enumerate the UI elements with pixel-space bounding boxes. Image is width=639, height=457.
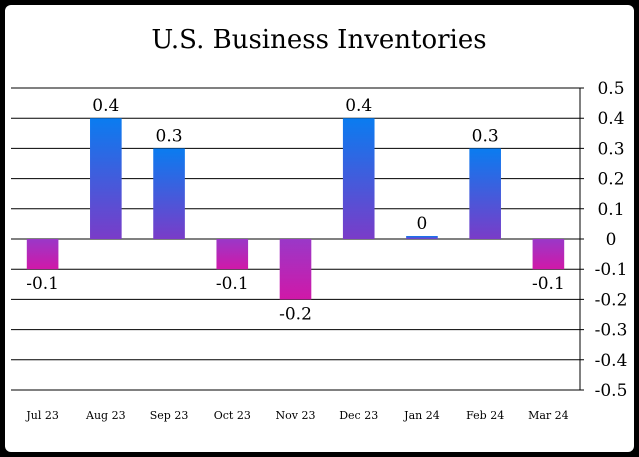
- x-tick-label: Mar 24: [528, 409, 569, 422]
- y-tick-label: 0.3: [597, 139, 624, 159]
- bar: [279, 239, 312, 300]
- x-tick-label: Oct 23: [214, 409, 251, 422]
- bar: [469, 148, 501, 239]
- data-label: -0.1: [26, 274, 59, 294]
- y-tick-label: -0.2: [595, 290, 628, 310]
- data-label: -0.1: [532, 274, 565, 294]
- data-label: -0.2: [279, 304, 312, 324]
- bar: [90, 118, 122, 239]
- y-tick-label: 0.4: [597, 109, 624, 129]
- chart-panel: U.S. Business Inventories -0.1 0.4 0.3 -0.1…: [5, 5, 634, 452]
- x-tick-label: Feb 24: [466, 409, 504, 422]
- data-label: 0.3: [472, 126, 499, 146]
- x-tick-label: Sep 23: [150, 409, 189, 422]
- bar: [153, 148, 185, 239]
- bar: [26, 239, 59, 270]
- x-tick-label: Jul 23: [25, 409, 59, 422]
- x-tick-label: Nov 23: [276, 409, 316, 422]
- x-tick-label: Aug 23: [85, 409, 126, 422]
- bar: [532, 239, 565, 270]
- bar: [406, 236, 438, 239]
- y-tick-label: 0.5: [597, 79, 624, 99]
- y-tick-label: 0: [606, 230, 617, 250]
- y-tick-label: -0.5: [595, 381, 628, 401]
- bar-chart: U.S. Business Inventories -0.10.40.3-0.1…: [11, 25, 628, 422]
- x-tick-label: Jan 24: [403, 409, 440, 422]
- data-label: 0.3: [156, 126, 183, 146]
- data-labels: -0.1 0.4 0.3 -0.1 -0.2 0.4 0 0.3 -0.1: [26, 96, 565, 324]
- y-tick-label: -0.1: [595, 260, 628, 280]
- bar: [342, 118, 375, 239]
- y-tick-label: -0.3: [595, 321, 628, 341]
- y-tick-label: -0.4: [595, 351, 628, 371]
- data-label: 0: [417, 214, 428, 234]
- x-tick-label: Dec 23: [339, 409, 378, 422]
- bar: [216, 239, 249, 270]
- data-label: 0.4: [92, 96, 119, 116]
- bars: [26, 118, 565, 300]
- data-label: 0.4: [345, 96, 372, 116]
- data-label: -0.1: [216, 274, 249, 294]
- y-tick-label: 0.2: [597, 170, 624, 190]
- y-tick-label: 0.1: [597, 200, 624, 220]
- chart-title: U.S. Business Inventories: [151, 25, 486, 55]
- x-axis-ticks: Jul 23 Aug 23 Sep 23 Oct 23 Nov 23 Dec 23 Jan …: [25, 409, 568, 422]
- y-axis-ticks: 0.5 0.4 0.3 0.2 0.1 0 -0.1 -0.2 -0.3 -0.4 -0.5: [595, 79, 628, 401]
